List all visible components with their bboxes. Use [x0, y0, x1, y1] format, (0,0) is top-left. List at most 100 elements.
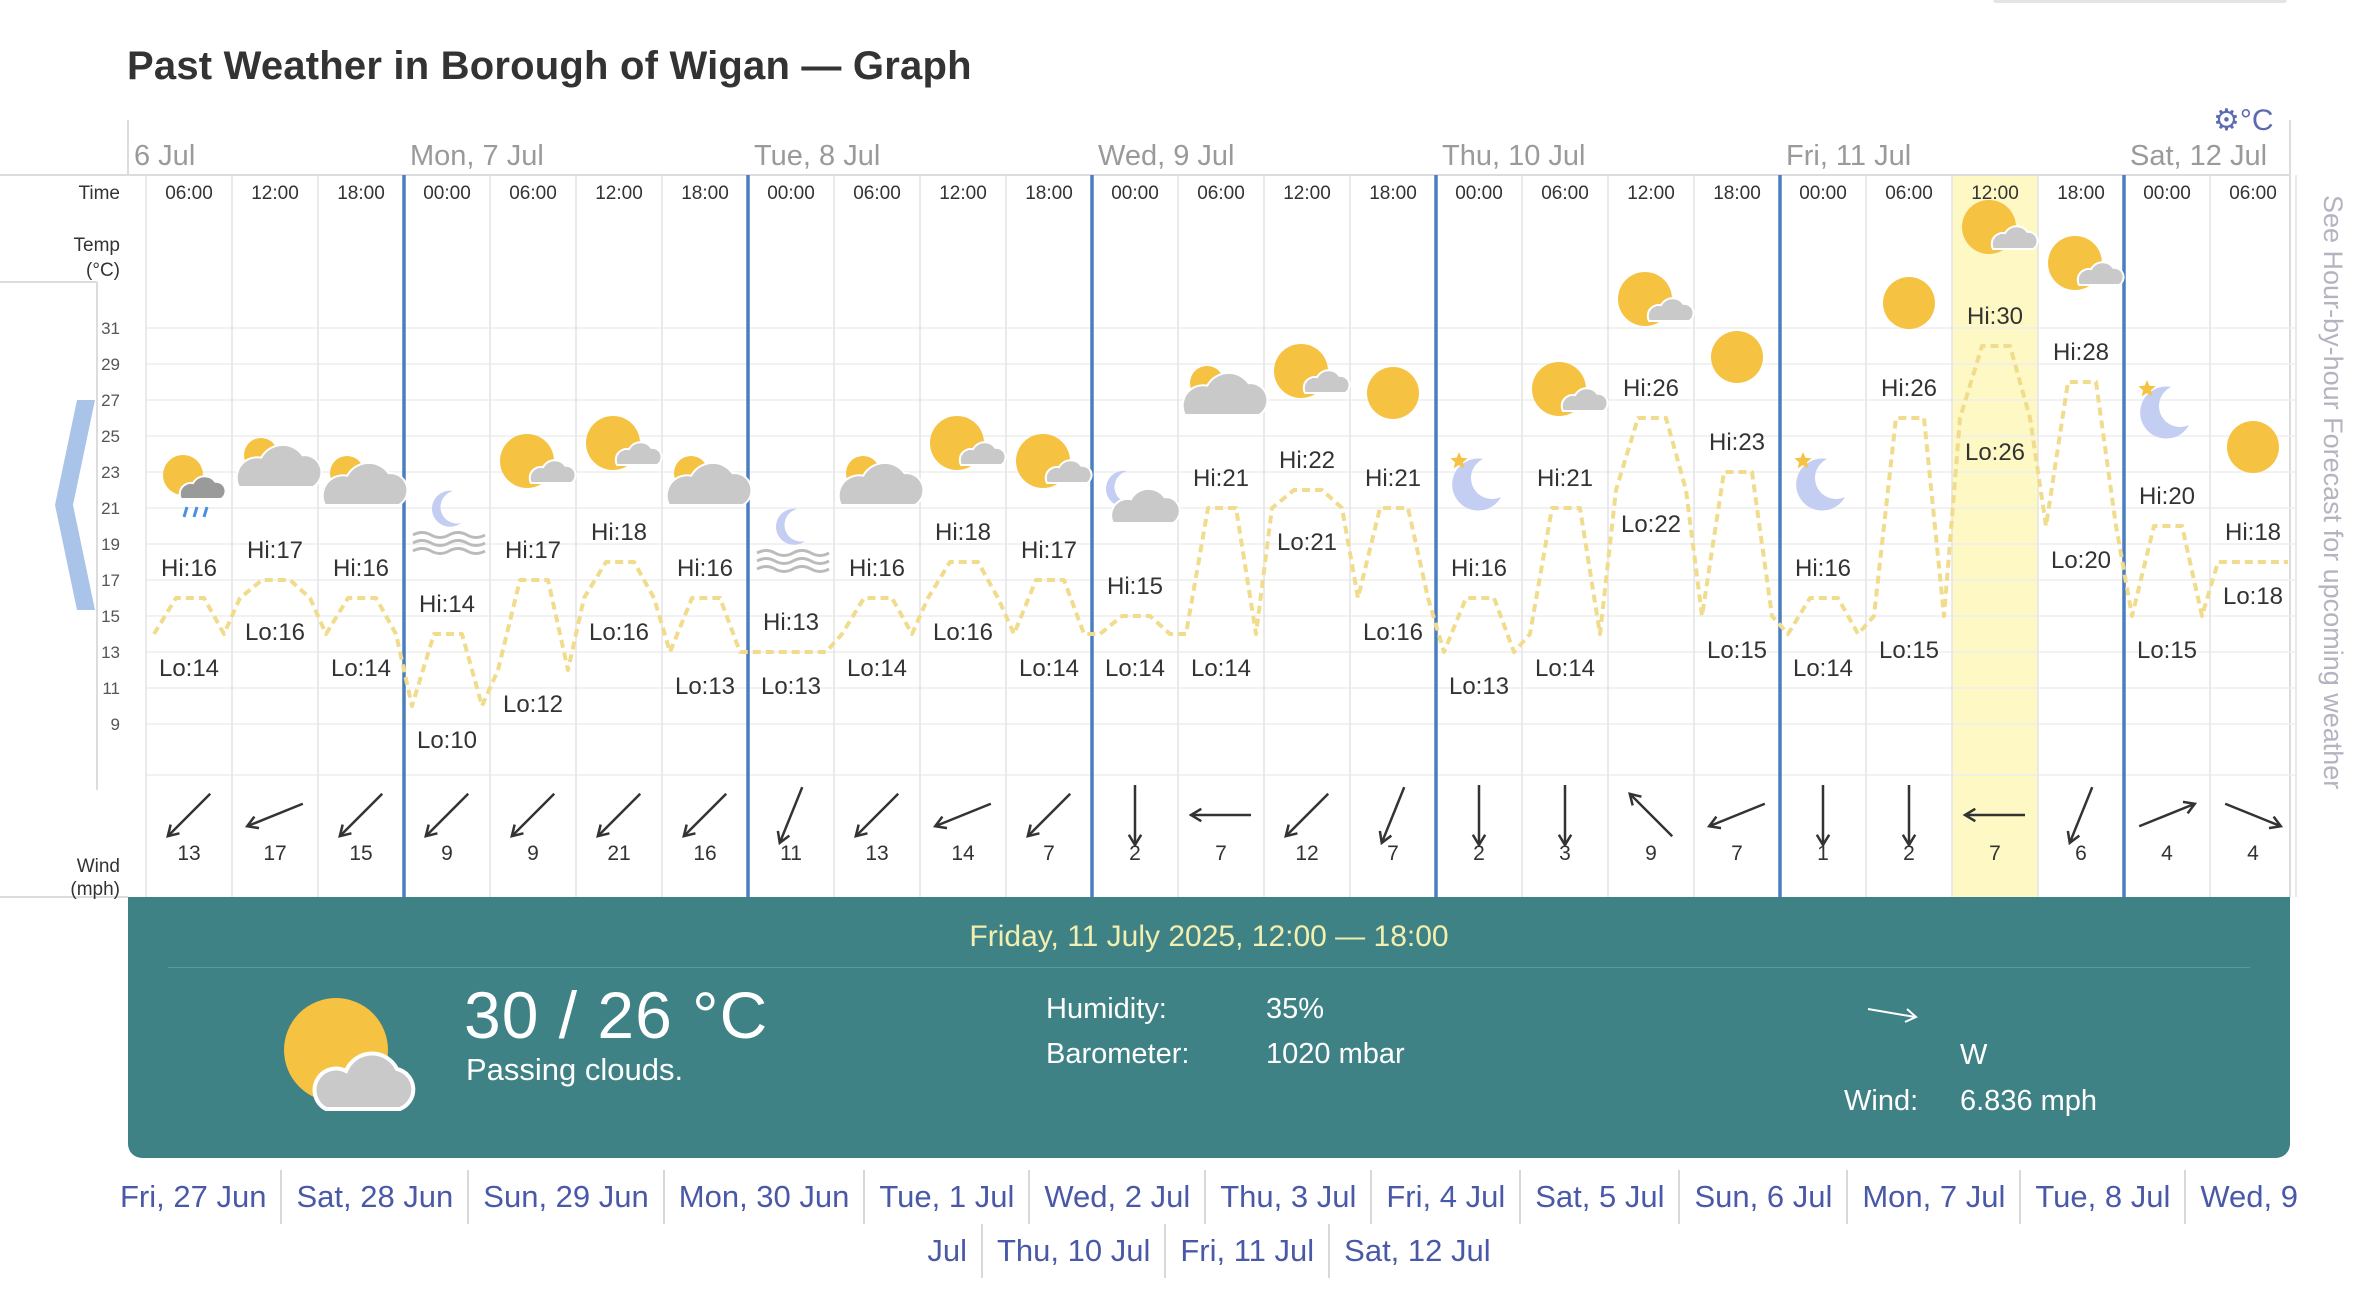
date-link[interactable]: Wed, 2 Jul — [1028, 1170, 1204, 1224]
moon-shape — [1796, 458, 1845, 511]
sun-cloud-icon — [586, 416, 663, 470]
date-link[interactable]: Sun, 29 Jun — [467, 1170, 662, 1224]
date-link[interactable]: Sun, 6 Jul — [1678, 1170, 1846, 1224]
hour-by-hour-link[interactable]: See Hour-by-hour Forecast for upcoming w… — [2318, 195, 2348, 790]
gear-icon[interactable]: ⚙ — [2213, 104, 2240, 137]
time-label: 06:00 — [853, 183, 901, 204]
fog-line — [412, 539, 486, 547]
wind-arrow-icon — [1127, 785, 1143, 848]
wind-arrow-icon — [2224, 802, 2284, 830]
arrow-shaft — [682, 792, 728, 838]
date-links-row: Jul Thu, 10 Jul Fri, 11 Jul Sat, 12 Jul — [128, 1224, 2290, 1278]
fog-line — [412, 531, 486, 539]
lo-temp-label: Lo:12 — [503, 691, 563, 718]
cloud-shape — [958, 441, 1007, 466]
date-link[interactable]: Wed, 9 — [2184, 1170, 2312, 1224]
date-link[interactable]: Mon, 7 Jul — [1846, 1170, 2019, 1224]
time-label: 18:00 — [337, 183, 385, 204]
lo-temp-label: Lo:14 — [1535, 655, 1595, 682]
wind-arrow-icon — [682, 792, 728, 838]
day-label: Tue, 8 Jul — [754, 140, 880, 172]
date-link[interactable]: Fri, 4 Jul — [1370, 1170, 1519, 1224]
hi-temp-label: Hi:18 — [2225, 519, 2281, 546]
moon-shape — [1106, 470, 1135, 507]
date-link[interactable]: Tue, 8 Jul — [2019, 1170, 2184, 1224]
day-label: Fri, 11 Jul — [1786, 140, 1911, 172]
arrow-head — [1127, 834, 1143, 848]
date-link[interactable]: Thu, 10 Jul — [980, 1224, 1164, 1278]
wind-arrow-icon — [2066, 786, 2094, 846]
hi-temp-label: Hi:22 — [1279, 447, 1335, 474]
hi-temp-label: Hi:17 — [505, 537, 561, 564]
date-link[interactable]: Tue, 1 Jul — [863, 1170, 1028, 1224]
day-label: Sat, 12 Jul — [2130, 140, 2267, 172]
time-label: 00:00 — [1111, 183, 1159, 204]
wind-arrow-icon — [166, 792, 212, 838]
wind-arrow-icon — [1815, 785, 1831, 848]
day-label: 6 Jul — [134, 140, 195, 172]
day-label: Wed, 9 Jul — [1098, 140, 1234, 172]
lo-temp-label: Lo:14 — [847, 655, 907, 682]
hi-temp-label: Hi:13 — [763, 609, 819, 636]
wind-speed-label: 7 — [1989, 842, 2001, 865]
wind-speed-label: 12 — [1295, 842, 1318, 865]
wind-arrow-icon — [1901, 785, 1917, 848]
hi-temp-label: Hi:23 — [1709, 429, 1765, 456]
lo-temp-label: Lo:14 — [331, 655, 391, 682]
date-link[interactable]: Fri, 27 Jun — [120, 1179, 267, 1214]
sun-icon — [1711, 331, 1763, 383]
hi-temp-label: Hi:18 — [935, 519, 991, 546]
wind-speed-label: 11 — [780, 842, 802, 865]
date-link[interactable]: Sat, 28 Jun — [280, 1170, 467, 1224]
wind-arrow-icon — [1378, 786, 1406, 846]
wind-speed-label: 4 — [2247, 842, 2259, 865]
date-link[interactable]: Thu, 3 Jul — [1204, 1170, 1370, 1224]
sun-cloud-icon — [2048, 236, 2125, 290]
wind-arrow-icon — [932, 802, 992, 830]
wind-arrow-icon — [1188, 807, 1251, 823]
temp-axis-tick: 19 — [101, 535, 120, 554]
sun-cloud-icon — [284, 998, 416, 1111]
wind-arrow-icon — [1026, 792, 1072, 838]
wind-value: 6.836 mph — [1960, 1085, 2098, 1117]
hi-temp-label: Hi:16 — [161, 555, 217, 582]
date-link[interactable]: Fri, 11 Jul — [1164, 1224, 1328, 1278]
day-label: Thu, 10 Jul — [1442, 140, 1585, 172]
sun-icon — [2227, 421, 2279, 473]
time-label: 18:00 — [1369, 183, 1417, 204]
star-shape — [2138, 380, 2156, 397]
arrow-shaft — [596, 792, 642, 838]
arrow-shaft — [778, 786, 804, 844]
date-link[interactable]: Sat, 5 Jul — [1519, 1170, 1678, 1224]
wind-arrow-icon — [596, 792, 642, 838]
wind-arrow-icon — [776, 786, 804, 846]
cloud-shape — [2076, 261, 2125, 286]
date-link[interactable]: Jul — [927, 1233, 967, 1268]
time-label: 06:00 — [509, 183, 557, 204]
date-link[interactable]: Mon, 30 Jun — [662, 1170, 864, 1224]
hi-temp-label: Hi:17 — [1021, 537, 1077, 564]
unit-label[interactable]: °C — [2239, 104, 2274, 137]
date-link[interactable]: Sat, 12 Jul — [1328, 1224, 1504, 1278]
time-label: 00:00 — [1799, 183, 1847, 204]
time-label: 18:00 — [1025, 183, 1073, 204]
wind-speed-label: 14 — [951, 842, 975, 865]
hi-temp-label: Hi:21 — [1537, 465, 1593, 492]
moon-fog-icon — [412, 490, 486, 555]
time-row-label: Time — [78, 183, 120, 204]
moon-shape — [2140, 386, 2189, 439]
wind-speed-label: 21 — [607, 842, 630, 865]
arrow-head — [1026, 824, 1040, 838]
wind-speed-label: 3 — [1559, 842, 1571, 865]
fog-line — [756, 549, 830, 557]
previous-day-arrow[interactable] — [55, 400, 95, 610]
sun-shape — [1367, 367, 1419, 419]
arrow-head — [1284, 824, 1298, 838]
lo-temp-label: Lo:13 — [675, 673, 735, 700]
unit-settings[interactable]: ⚙°C — [2213, 103, 2274, 138]
lo-temp-label: Lo:14 — [1191, 655, 1251, 682]
arrow-head — [1378, 830, 1393, 846]
lo-temp-label: Lo:16 — [933, 619, 993, 646]
wind-speed-label: 4 — [2161, 842, 2173, 865]
fog-line — [756, 565, 830, 573]
